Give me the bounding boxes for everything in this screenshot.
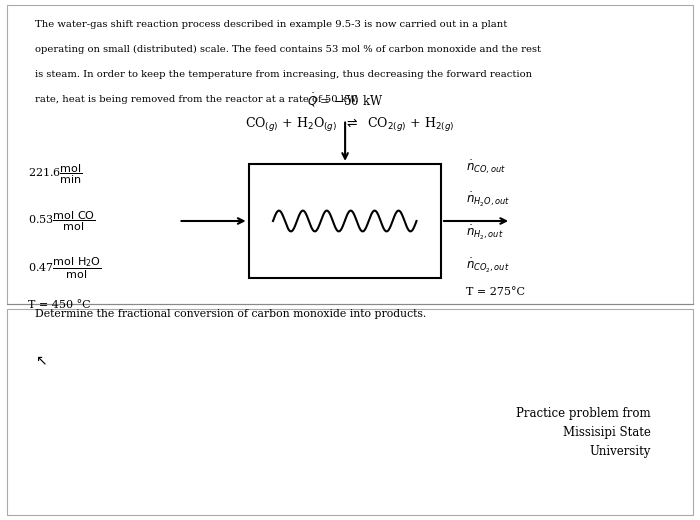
Text: 0.47$\dfrac{\mathrm{mol\ H_2O}}{\mathrm{mol}}$: 0.47$\dfrac{\mathrm{mol\ H_2O}}{\mathrm{… (28, 256, 101, 281)
Text: Determine the fractional conversion of carbon monoxide into products.: Determine the fractional conversion of c… (35, 309, 426, 319)
Text: T = 275°C: T = 275°C (466, 287, 524, 297)
Text: Practice problem from
Missisipi State
University: Practice problem from Missisipi State Un… (517, 407, 651, 458)
Text: $\dot{n}_{H_2,out}$: $\dot{n}_{H_2,out}$ (466, 224, 503, 242)
FancyBboxPatch shape (7, 5, 693, 304)
Text: T = 450 °C: T = 450 °C (28, 300, 90, 310)
Text: 221.6$\dfrac{\mathrm{mol}}{\mathrm{min}}$: 221.6$\dfrac{\mathrm{mol}}{\mathrm{min}}… (28, 162, 83, 186)
FancyBboxPatch shape (7, 309, 693, 515)
Text: $\dot{n}_{CO_2,out}$: $\dot{n}_{CO_2,out}$ (466, 257, 509, 275)
Text: $\dot{n}_{CO,out}$: $\dot{n}_{CO,out}$ (466, 159, 505, 176)
Text: The water-gas shift reaction process described in example 9.5-3 is now carried o: The water-gas shift reaction process des… (35, 20, 507, 29)
Text: ↖: ↖ (35, 353, 47, 367)
Text: $\dot{Q}$ = $-$50 kW: $\dot{Q}$ = $-$50 kW (307, 92, 383, 109)
Text: $\dot{n}_{H_2O,out}$: $\dot{n}_{H_2O,out}$ (466, 191, 510, 210)
Text: CO$_{(g)}$ + H$_2$O$_{(g)}$  $\rightleftharpoons$  CO$_{2(g)}$ + H$_{2(g)}$: CO$_{(g)}$ + H$_2$O$_{(g)}$ $\rightlefth… (246, 116, 454, 134)
Text: 0.53$\dfrac{\mathrm{mol\ CO}}{\mathrm{mol}}$: 0.53$\dfrac{\mathrm{mol\ CO}}{\mathrm{mo… (28, 209, 96, 232)
Text: is steam. In order to keep the temperature from increasing, thus decreasing the : is steam. In order to keep the temperatu… (35, 70, 532, 79)
Text: operating on small (distributed) scale. The feed contains 53 mol % of carbon mon: operating on small (distributed) scale. … (35, 45, 541, 54)
Bar (248, 164, 441, 278)
Text: rate, heat is being removed from the reactor at a rate of 50 kW.: rate, heat is being removed from the rea… (35, 95, 358, 103)
